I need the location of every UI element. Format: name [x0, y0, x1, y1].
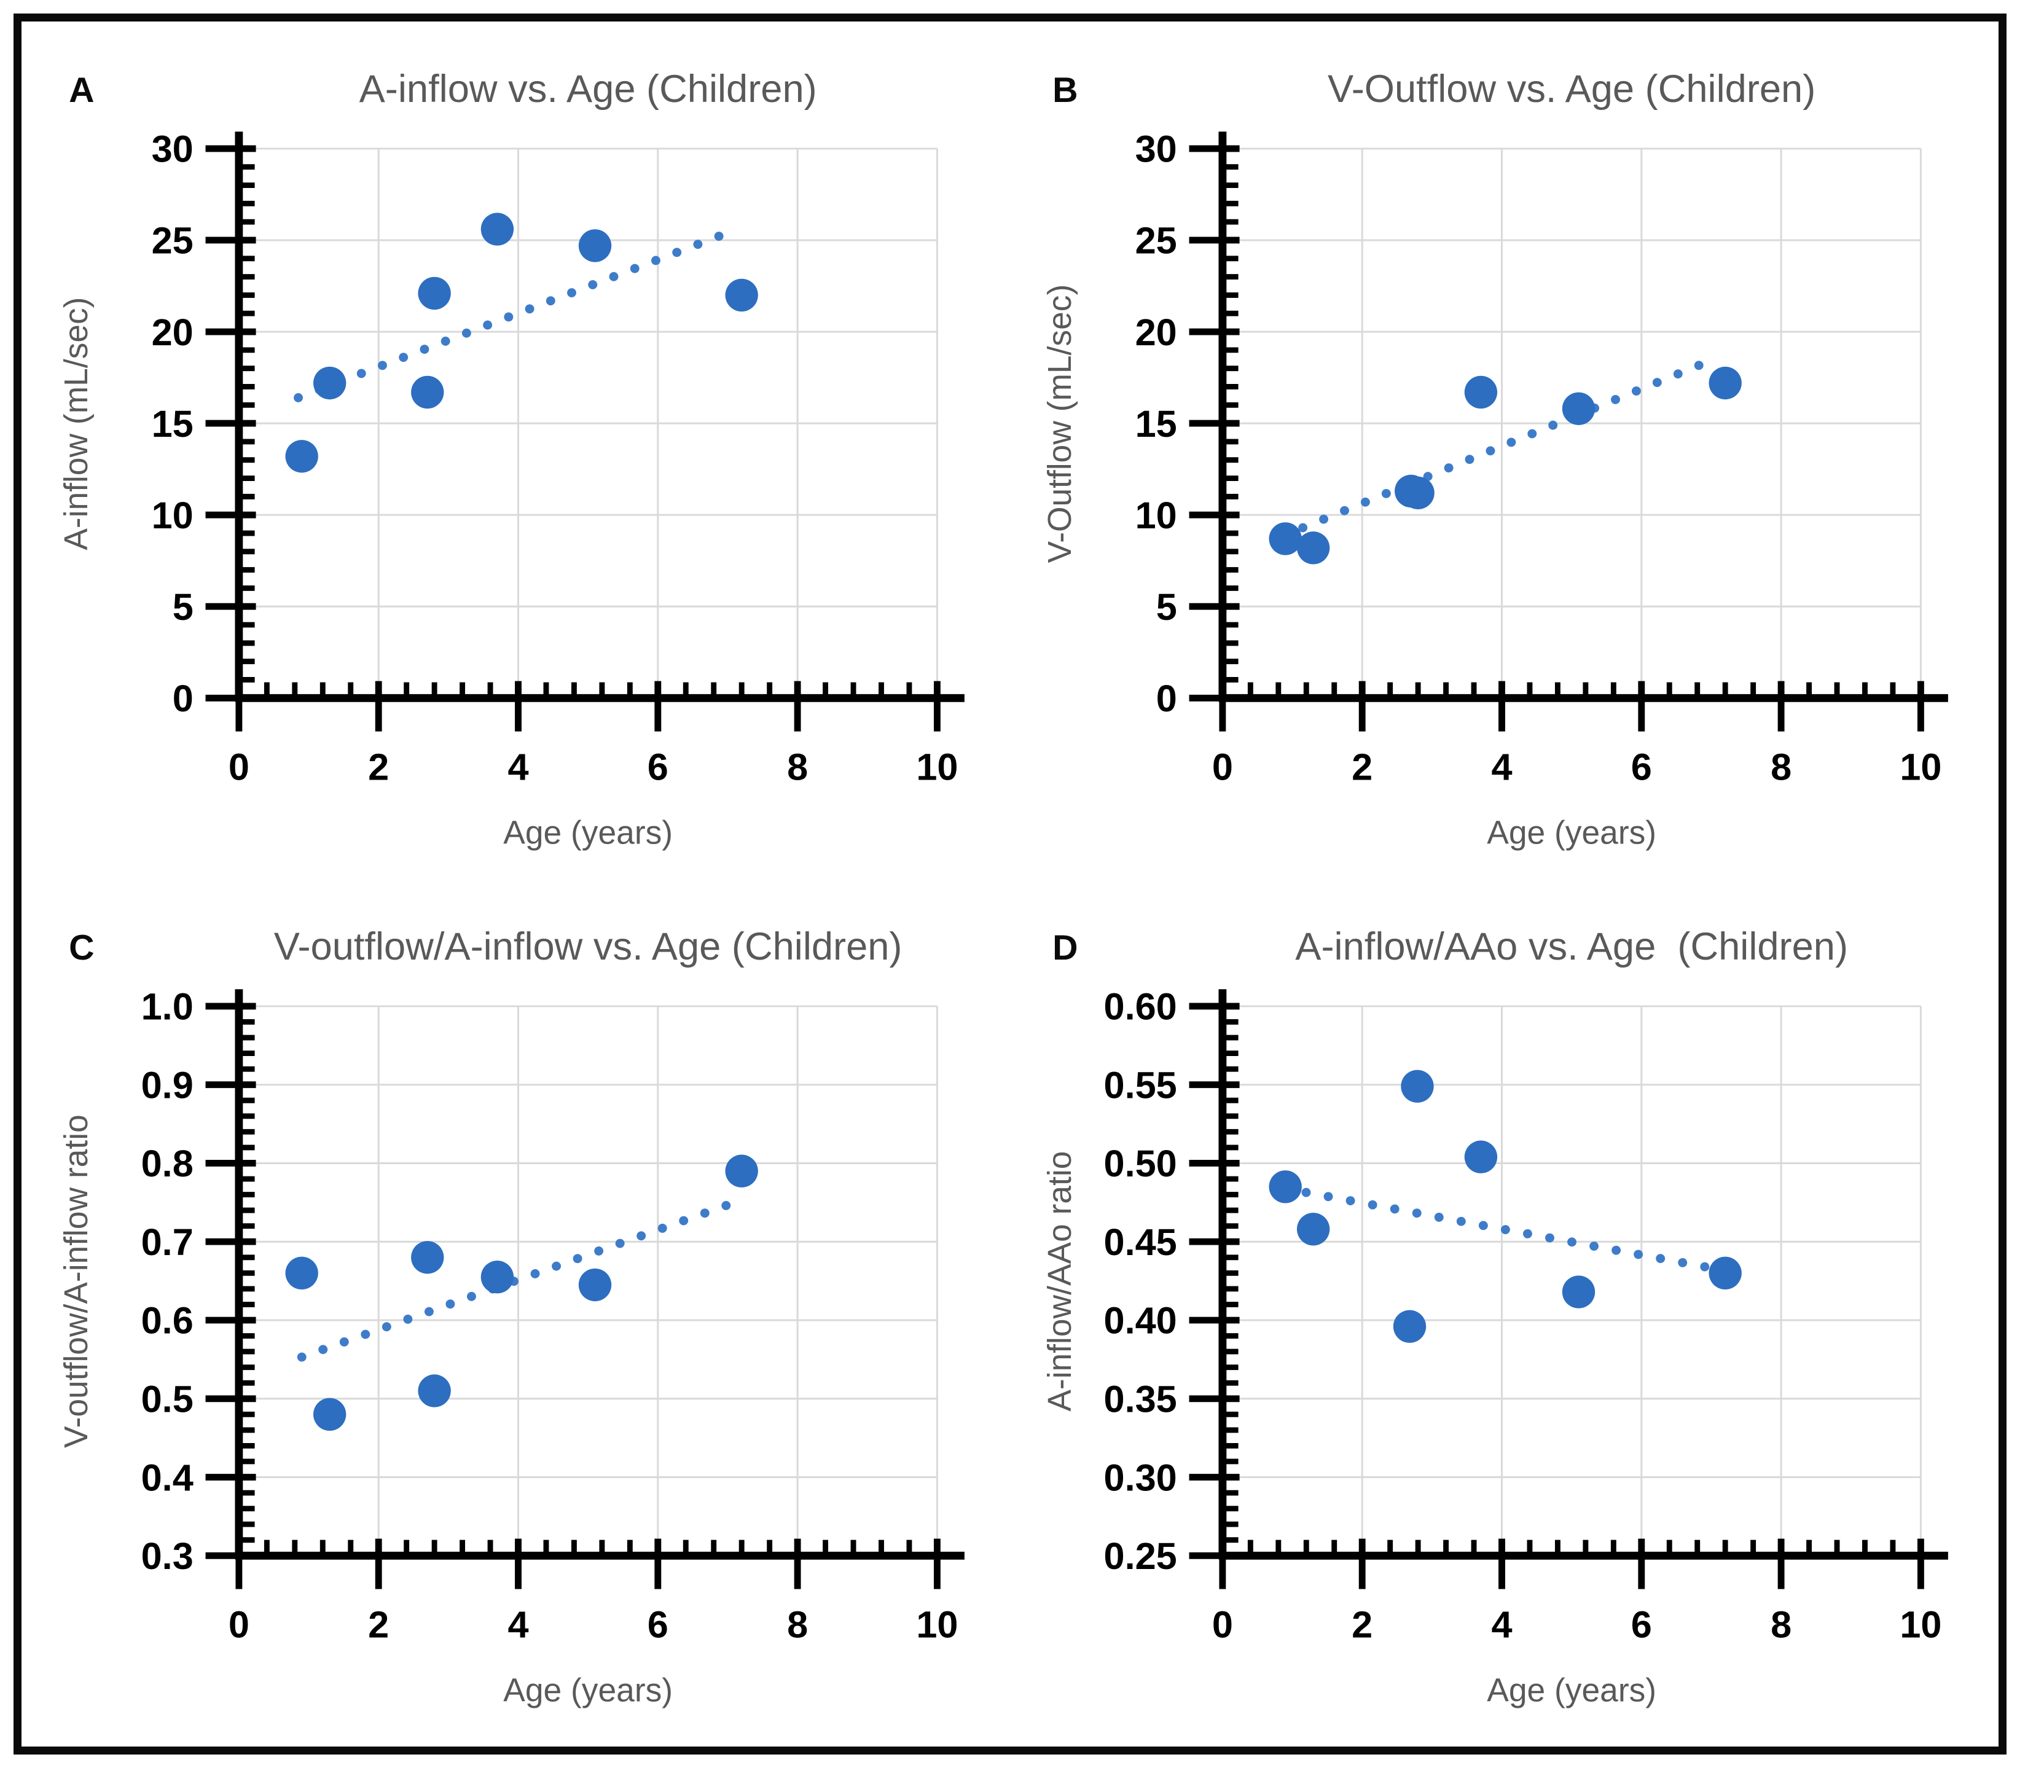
- y-tick-label: 1.0: [141, 986, 194, 1028]
- figure-frame: A A-inflow vs. Age (Children) 0 5 10 15 20 25…: [14, 14, 2007, 1755]
- x-tick-label: 6: [1631, 746, 1652, 788]
- y-tick-label: 0.55: [1104, 1064, 1177, 1106]
- x-tick-label: 4: [507, 746, 528, 788]
- y-tick-label: 0.35: [1104, 1379, 1177, 1420]
- x-tick-label: 0: [1212, 1604, 1233, 1646]
- y-tick-label: 0.3: [141, 1535, 194, 1577]
- x-tick-label: 6: [648, 1604, 668, 1646]
- y-axis-title-d: A-inflow/AAo ratio: [1042, 1151, 1078, 1412]
- y-axis-title-c: V-outflow/A-inflow ratio: [58, 1114, 95, 1448]
- panel-letter-d: D: [1052, 928, 1078, 968]
- y-tick-label: 25: [152, 220, 194, 262]
- y-tick-label: 0: [1156, 678, 1177, 719]
- scatter-chart-ratio-vo-ai: C V-outflow/A-inflow vs. Age (Children) …: [58, 925, 965, 1708]
- x-tick-label: 2: [1352, 1604, 1372, 1646]
- y-tick-label: 15: [152, 403, 194, 445]
- chart-title-b: V-Outflow vs. Age (Children): [1328, 68, 1815, 111]
- y-tick-label: 0.30: [1104, 1457, 1177, 1498]
- panel-a: A A-inflow vs. Age (Children) 0 5 10 15 20 25…: [26, 26, 1010, 884]
- x-tick-label: 4: [1491, 1604, 1512, 1646]
- y-tick-label: 0.40: [1104, 1300, 1177, 1342]
- y-tick-label: 30: [1135, 128, 1177, 170]
- x-tick-label: 2: [1352, 746, 1372, 788]
- y-tick-label: 0.4: [141, 1457, 194, 1498]
- x-tick-label: 6: [1631, 1604, 1652, 1646]
- y-tick-label: 0.9: [141, 1064, 194, 1106]
- scatter-chart-a-inflow: A A-inflow vs. Age (Children) 0510152025…: [58, 68, 965, 851]
- x-tick-label: 10: [916, 746, 958, 788]
- x-axis-title-d: Age (years): [1487, 1672, 1656, 1708]
- y-tick-label: 0.45: [1104, 1221, 1177, 1263]
- panel-d: D A-inflow/AAo vs. Age (Children) 0.25 0.…: [1010, 884, 1994, 1742]
- x-tick-label: 0: [1212, 746, 1233, 788]
- y-axis-title-b: V-Outflow (mL/sec): [1042, 284, 1078, 563]
- y-tick-label: 5: [173, 586, 194, 628]
- x-axis-title-b: Age (years): [1487, 815, 1656, 851]
- x-tick-label: 4: [507, 1604, 528, 1646]
- x-tick-label: 2: [368, 1604, 389, 1646]
- y-tick-label: 0.6: [141, 1300, 194, 1342]
- panel-letter-c: C: [69, 928, 94, 968]
- y-tick-label: 10: [152, 495, 194, 536]
- panel-letter-b: B: [1052, 71, 1078, 110]
- x-tick-label: 2: [368, 746, 389, 788]
- y-tick-label: 0: [173, 678, 194, 719]
- x-axis-title-c: Age (years): [503, 1672, 673, 1708]
- y-tick-label: 0.7: [141, 1221, 194, 1263]
- y-tick-label: 30: [152, 128, 194, 170]
- y-axis-title-a: A-inflow (mL/sec): [58, 297, 95, 550]
- x-tick-label: 8: [787, 746, 808, 788]
- plot-area-b: 0 5 10 15 20 25 30 0 2 4 6 8 10: [1135, 128, 1948, 788]
- y-tick-label: 25: [1135, 220, 1177, 262]
- y-tick-label: 10: [1135, 495, 1177, 536]
- y-tick-label: 20: [1135, 311, 1177, 353]
- x-tick-label: 0: [229, 1604, 249, 1646]
- y-tick-label: 0.5: [141, 1379, 194, 1420]
- y-tick-label: 20: [152, 311, 194, 353]
- y-tick-label: 0.60: [1104, 986, 1177, 1028]
- y-tick-label: 5: [1156, 586, 1177, 628]
- x-tick-label: 6: [648, 746, 668, 788]
- y-tick-label: 15: [1135, 403, 1177, 445]
- x-axis-title-a: Age (years): [503, 815, 673, 851]
- panel-c: C V-outflow/A-inflow vs. Age (Children) …: [26, 884, 1010, 1742]
- x-tick-label: 0: [229, 746, 249, 788]
- scatter-chart-ratio-ai-aao: D A-inflow/AAo vs. Age (Children) 0.250.…: [1042, 925, 1948, 1708]
- chart-title-c: V-outflow/A-inflow vs. Age (Children): [274, 925, 903, 968]
- x-tick-label: 10: [916, 1604, 958, 1646]
- chart-title-a: A-inflow vs. Age (Children): [359, 68, 817, 111]
- y-tick-label: 0.8: [141, 1143, 194, 1184]
- x-tick-label: 10: [1900, 1604, 1941, 1646]
- x-tick-label: 8: [787, 1604, 808, 1646]
- panel-b: B V-Outflow vs. Age (Children) 0 5 10 15 20 2…: [1010, 26, 1994, 884]
- panel-letter-a: A: [69, 71, 94, 110]
- plot-area-d: 0.25 0.30 0.35 0.40 0.45 0.50 0.55 0.60 0 2 4 6 8 10: [1104, 986, 1948, 1646]
- chart-title-d: A-inflow/AAo vs. Age (Children): [1295, 925, 1848, 968]
- y-tick-label: 0.50: [1104, 1143, 1177, 1184]
- scatter-chart-v-outflow: B V-Outflow vs. Age (Children) 051015202…: [1042, 68, 1948, 851]
- plot-area-a: 0 5 10 15 20 25 30 0 2 4 6 8 10: [152, 128, 965, 788]
- panel-grid: A A-inflow vs. Age (Children) 0 5 10 15 20 25…: [22, 22, 1999, 1747]
- x-tick-label: 8: [1771, 1604, 1791, 1646]
- x-tick-label: 10: [1900, 746, 1941, 788]
- x-tick-label: 4: [1491, 746, 1512, 788]
- y-tick-label: 0.25: [1104, 1535, 1177, 1577]
- x-tick-label: 8: [1771, 746, 1791, 788]
- plot-area-c: 0.3 0.4 0.5 0.6 0.7 0.8 0.9 1.0 0 2 4 6 8 10: [141, 986, 965, 1646]
